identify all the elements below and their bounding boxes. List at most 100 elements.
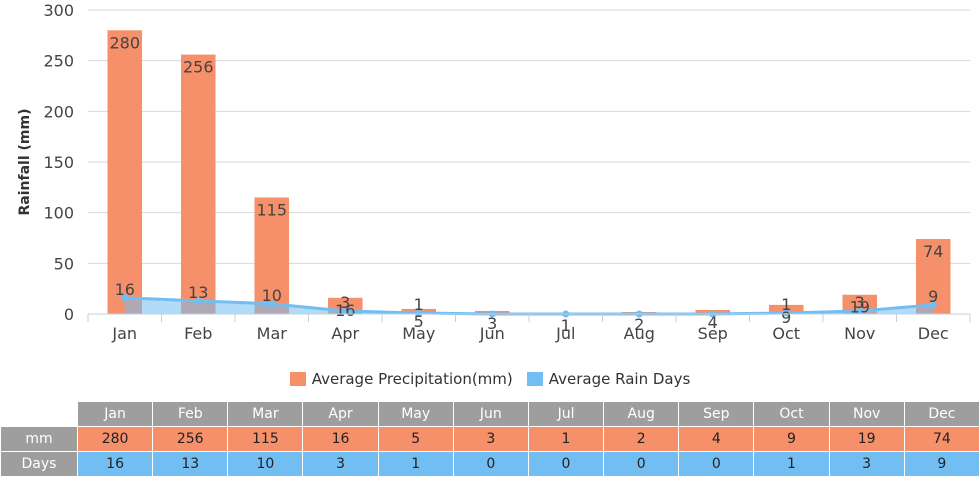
- x-tick-label: Jan: [111, 324, 137, 343]
- table-header-cell: Oct: [753, 401, 830, 427]
- table-cell: 10: [227, 451, 304, 477]
- rain-days-data-label: 1: [414, 295, 424, 314]
- y-tick-label: 100: [43, 204, 74, 223]
- table-cell: 0: [452, 451, 529, 477]
- table-header-cell: Mar: [227, 401, 304, 427]
- bar-data-label: 19: [850, 298, 870, 317]
- table-cell: 115: [227, 426, 304, 452]
- rain-days-data-label: 3: [855, 293, 865, 312]
- rain-days-point: [782, 309, 790, 317]
- table-header-cell: Apr: [302, 401, 379, 427]
- rain-days-point: [194, 297, 202, 305]
- y-tick-label: 50: [54, 254, 74, 273]
- x-tick-label: Dec: [918, 324, 949, 343]
- table-header-cell: Sep: [678, 401, 755, 427]
- rain-days-point: [341, 307, 349, 315]
- legend: Average Precipitation(mm) Average Rain D…: [0, 369, 980, 389]
- table-cell: 280: [76, 426, 154, 452]
- table-cell: 0: [527, 451, 605, 477]
- bar: [254, 197, 290, 314]
- bar-data-label: 2: [634, 315, 644, 334]
- table-cell: 4: [678, 426, 755, 452]
- rain-days-point: [856, 307, 864, 315]
- bar-data-label: 16: [335, 301, 355, 320]
- rain-days-point: [929, 301, 937, 309]
- table-cell: 16: [302, 426, 379, 452]
- rain-days-point: [121, 294, 129, 302]
- table-row: Days 16 13 10 3 1 0 0 0 0 1 3 9: [0, 451, 980, 477]
- table-row-label: mm: [0, 426, 78, 452]
- bars-precipitation: [107, 30, 951, 315]
- y-tick-label: 200: [43, 102, 74, 121]
- y-tick-label: 150: [43, 153, 74, 172]
- bar-data-label: 1: [561, 316, 571, 335]
- table-cell: 3: [302, 451, 379, 477]
- grid-lines: [88, 9, 970, 264]
- legend-label-precipitation: Average Precipitation(mm): [311, 370, 513, 388]
- table-cell: 9: [753, 426, 830, 452]
- legend-item-rain-days[interactable]: Average Rain Days: [526, 370, 691, 388]
- rain-days-data-label: 10: [262, 286, 282, 305]
- x-tick-label: Apr: [331, 324, 359, 343]
- rain-days-data-label: 13: [188, 283, 208, 302]
- y-tick-label: 0: [64, 305, 74, 324]
- table-header-cell: Nov: [828, 401, 905, 427]
- table-cell: 1: [527, 426, 605, 452]
- table-header-cell: Jul: [527, 401, 605, 427]
- data-table: Jan Feb Mar Apr May Jun Jul Aug Sep Oct Nov Dec mm 28…: [0, 401, 980, 477]
- rain-days-point: [268, 300, 276, 308]
- bar: [107, 30, 143, 315]
- legend-item-precipitation[interactable]: Average Precipitation(mm): [289, 370, 513, 388]
- table-cell: 3: [452, 426, 529, 452]
- bar-data-label: 115: [256, 200, 287, 219]
- axes: 0 50 100 150 200 250 300 Jan Feb Mar Apr May Jun Jul A…: [43, 1, 971, 343]
- table-corner-cell: [0, 401, 78, 427]
- x-tick-label: Sep: [698, 324, 728, 343]
- legend-label-rain-days: Average Rain Days: [548, 370, 691, 388]
- x-tick-label: May: [402, 324, 435, 343]
- x-tick-label: Feb: [184, 324, 212, 343]
- x-tick-label: Aug: [624, 324, 655, 343]
- table-cell: 74: [903, 426, 980, 452]
- rain-days-data-label: 1: [781, 295, 791, 314]
- table-header-cell: May: [377, 401, 454, 427]
- table-cell: 13: [152, 451, 229, 477]
- bar-data-label: 280: [109, 33, 140, 52]
- table-header-cell: Jun: [452, 401, 529, 427]
- x-tick-label: Nov: [844, 324, 875, 343]
- table-row-label: Days: [0, 451, 78, 477]
- table-header-cell: Dec: [903, 401, 980, 427]
- table-header-row: Jan Feb Mar Apr May Jun Jul Aug Sep Oct Nov Dec: [0, 401, 980, 427]
- table-cell: 0: [678, 451, 755, 477]
- table-header-cell: Feb: [152, 401, 229, 427]
- table-row: mm 280 256 115 16 5 3 1 2 4 9 19 74: [0, 426, 980, 452]
- x-tick-label: Mar: [257, 324, 288, 343]
- bar-data-label: 4: [708, 313, 718, 332]
- bar: [768, 304, 804, 314]
- bar-data-label: 256: [183, 58, 214, 77]
- table-cell: 16: [76, 451, 154, 477]
- table-cell: 3: [828, 451, 905, 477]
- table-cell: 0: [603, 451, 680, 477]
- bar-data-label: 3: [487, 314, 497, 333]
- rain-days-point: [415, 309, 423, 317]
- bar: [180, 54, 216, 314]
- table-header-cell: Aug: [603, 401, 680, 427]
- rain-days-data-label: 9: [928, 287, 938, 306]
- bar-data-label: 74: [923, 242, 943, 261]
- table-cell: 1: [377, 451, 454, 477]
- rain-days-data-label: 16: [115, 280, 135, 299]
- table-cell: 1: [753, 451, 830, 477]
- table-header-cell: Jan: [76, 401, 154, 427]
- x-tick-label: Jul: [555, 324, 575, 343]
- bar-data-label: 9: [781, 308, 791, 327]
- x-tick-label: Oct: [772, 324, 800, 343]
- table-cell: 9: [903, 451, 980, 477]
- bar-data-label: 5: [414, 312, 424, 331]
- y-axis-label: Rainfall (mm): [17, 109, 33, 216]
- table-cell: 2: [603, 426, 680, 452]
- table-cell: 5: [377, 426, 454, 452]
- rain-days-data-label: 3: [340, 293, 350, 312]
